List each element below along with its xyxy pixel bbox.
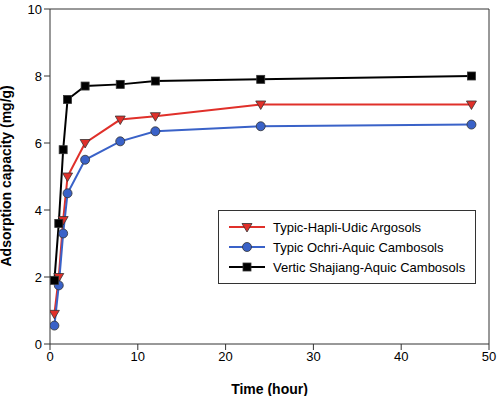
svg-text:2: 2 [35, 270, 42, 285]
svg-text:40: 40 [394, 349, 408, 364]
svg-text:10: 10 [131, 349, 145, 364]
svg-text:0: 0 [46, 349, 53, 364]
svg-text:30: 30 [306, 349, 320, 364]
html-text:Typic-Hapli-Udic Argosols: Typic-Hapli-Udic Argosols [273, 219, 422, 235]
svg-text:8: 8 [35, 69, 42, 84]
html-text:Vertic Shajiang-Aquic Cambosol: Vertic Shajiang-Aquic Cambosols [273, 259, 466, 275]
svg-text:Adsorption capacity (mg/g): Adsorption capacity (mg/g) [8, 85, 14, 266]
svg-text:0: 0 [35, 337, 42, 352]
svg-text:4: 4 [35, 203, 42, 218]
svg-text:20: 20 [218, 349, 232, 364]
svg-text:50: 50 [482, 349, 492, 364]
svg-text:Time (hour): Time (hour) [231, 381, 308, 396]
svg-text:10: 10 [28, 2, 42, 17]
svg-text:6: 6 [35, 136, 42, 151]
html-text:Typic Ochri-Aquic Cambosols: Typic Ochri-Aquic Cambosols [273, 239, 444, 255]
